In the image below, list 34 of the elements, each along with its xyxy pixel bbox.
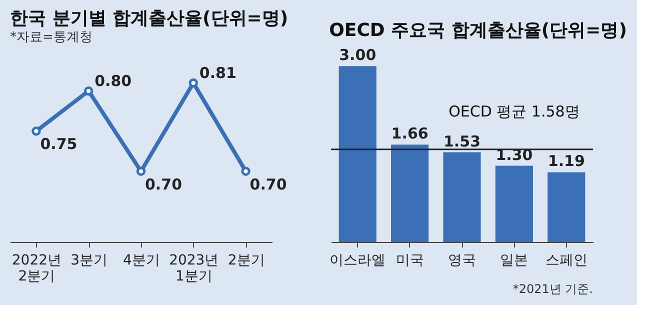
ref-line-label: OECD 평균 1.58명	[448, 102, 580, 120]
data-label: 1.53	[443, 132, 481, 150]
x-tick-label: 2분기	[228, 252, 265, 268]
x-tick-label: 4분기	[123, 252, 160, 268]
x-tick-label: 2023년 1분기	[169, 252, 219, 284]
x-tick-label: 3분기	[70, 252, 108, 268]
chart-title: 한국 분기별 합계출산율(단위=명)	[10, 8, 288, 29]
point	[32, 126, 41, 136]
data-label: 1.66	[391, 124, 428, 143]
x-tick-label: 이스라엘	[330, 252, 386, 268]
point	[188, 78, 198, 88]
data-label: 1.19	[548, 152, 585, 170]
x-tick-label: 미국	[396, 252, 424, 268]
x-tick-label: 스페인	[545, 252, 588, 268]
point	[136, 166, 146, 176]
point	[241, 166, 250, 176]
chart-subtitle: *자료=통계청	[10, 30, 92, 45]
bar	[391, 144, 429, 242]
bar	[443, 152, 481, 242]
data-label: 0.80	[94, 72, 132, 90]
chart-title: OECD 주요국 합계출산율(단위=명)	[329, 20, 627, 42]
data-label: 0.70	[145, 175, 182, 194]
data-label: 0.75	[40, 135, 78, 154]
x-tick-label: 2022년 2분기	[12, 252, 62, 284]
x-tick-label: 영국	[448, 252, 476, 268]
data-label: 0.81	[199, 64, 236, 82]
bar	[495, 166, 533, 242]
x-tick-label: 일본	[500, 252, 528, 268]
text: *2021년 기준.	[512, 282, 593, 296]
data-label: 0.70	[250, 175, 287, 194]
point	[84, 86, 94, 96]
bar	[338, 66, 376, 242]
data-label: 3.00	[339, 46, 376, 64]
bar	[548, 172, 586, 242]
